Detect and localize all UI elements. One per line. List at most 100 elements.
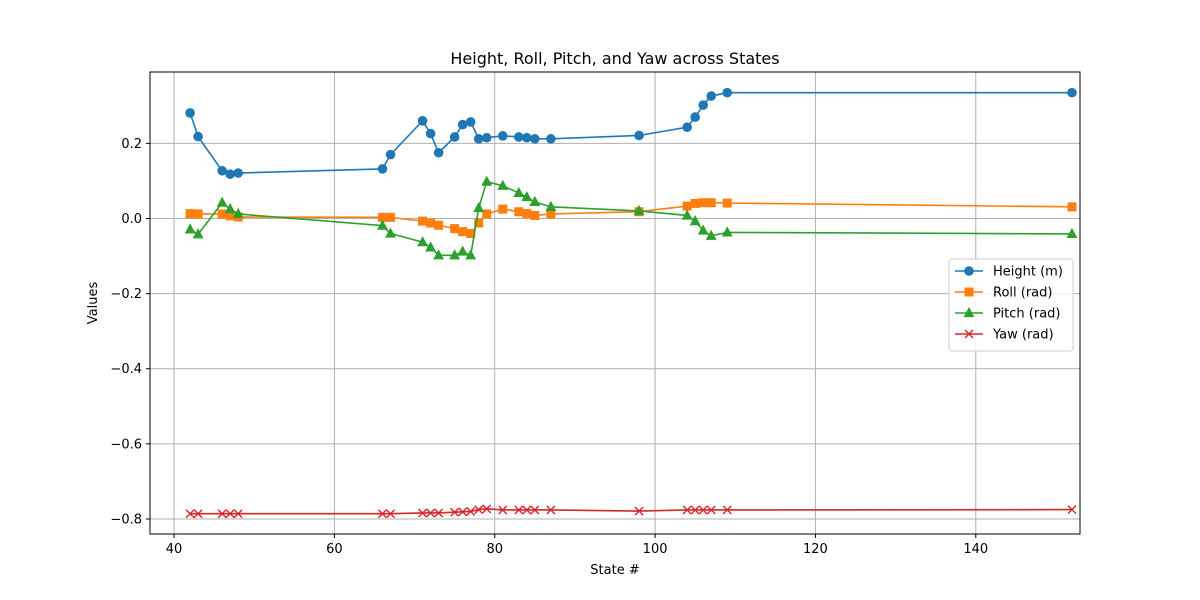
data-point: [434, 220, 444, 230]
data-point: [474, 505, 484, 515]
y-axis-label: Values: [86, 282, 101, 325]
legend-marker: [963, 306, 975, 318]
data-point: [546, 134, 556, 144]
data-point: [217, 165, 227, 176]
data-point: [545, 200, 557, 211]
x-tick-label: 140: [963, 542, 988, 557]
data-point: [474, 218, 484, 228]
data-point: [682, 201, 692, 211]
data-point: [385, 227, 396, 238]
data-point: [426, 218, 436, 228]
data-point: [497, 131, 508, 141]
series-group: [185, 87, 1077, 179]
grid-lines: [150, 72, 1080, 534]
data-point: [513, 186, 525, 198]
data-point: [378, 509, 387, 519]
data-point: [498, 505, 508, 515]
data-point: [481, 175, 493, 186]
data-point: [473, 134, 484, 144]
y-tick-label: 0.2: [121, 137, 142, 152]
series-group: [184, 175, 1078, 260]
plot-area-frame: [149, 71, 1081, 535]
x-tick-label: 80: [486, 542, 503, 557]
data-point: [184, 223, 196, 234]
data-point: [185, 509, 195, 519]
data-point: [546, 209, 556, 219]
data-point: [682, 505, 692, 515]
data-point: [225, 509, 235, 519]
data-point: [233, 509, 243, 519]
data-point: [634, 506, 644, 516]
legend-label: Pitch (rad): [993, 307, 1061, 322]
data-point: [457, 119, 468, 130]
data-point: [217, 509, 227, 519]
data-point: [458, 227, 468, 237]
data-point: [417, 116, 428, 126]
data-point: [633, 204, 645, 216]
data-point: [698, 100, 708, 110]
data-point: [426, 508, 436, 518]
data-point: [681, 209, 693, 220]
data-point: [216, 196, 228, 207]
y-tick-label: −0.8: [110, 512, 142, 527]
axis-ticks: 40 60 80 100 120 140 −0.8 −0.6 −0.4 −0.2 0.0 0.2: [110, 137, 988, 557]
data-point: [225, 169, 235, 179]
data-point: [434, 508, 444, 518]
data-point: [465, 249, 477, 260]
data-point: [722, 198, 732, 208]
legend-item: Pitch (rad): [955, 307, 1061, 322]
data-point: [522, 209, 532, 219]
data-point: [497, 179, 509, 190]
legend-label: Yaw (rad): [992, 328, 1054, 343]
data-point: [498, 204, 508, 214]
data-point: [193, 509, 203, 519]
series-group: [185, 504, 1077, 519]
data-point: [722, 87, 733, 98]
data-point: [193, 131, 203, 142]
data-point: [690, 505, 700, 515]
data-point: [682, 122, 692, 133]
data-point: [1067, 87, 1077, 98]
data-point: [522, 505, 532, 515]
data-point: [217, 209, 227, 219]
data-point: [466, 506, 476, 516]
data-point: [698, 505, 708, 515]
legend-box: [948, 258, 1074, 352]
legend-marker: [964, 266, 974, 276]
data-point: [530, 134, 540, 144]
data-point: [522, 132, 532, 143]
data-point: [185, 108, 195, 118]
data-point: [705, 229, 717, 240]
data-point: [722, 505, 732, 515]
data-point: [457, 245, 469, 256]
data-point: [233, 168, 243, 178]
x-tick-label: 40: [166, 542, 183, 557]
legend-marker: [964, 329, 974, 339]
legend-marker: [964, 287, 974, 297]
data-point: [1067, 202, 1077, 212]
data-point: [193, 209, 203, 219]
x-tick-label: 120: [803, 542, 828, 557]
data-point: [546, 505, 556, 515]
data-point: [449, 132, 460, 142]
data-point: [514, 207, 524, 217]
x-tick-label: 100: [643, 542, 668, 557]
data-point: [1067, 505, 1077, 515]
y-tick-label: −0.2: [110, 287, 142, 302]
chart-title: Height, Roll, Pitch, and Yaw across Stat…: [450, 49, 779, 68]
x-axis-label: State #: [590, 563, 639, 578]
data-point: [697, 224, 709, 235]
data-point: [482, 504, 492, 514]
data-point: [706, 505, 716, 515]
data-point: [473, 201, 485, 213]
data-point: [192, 228, 204, 239]
data-point: [385, 149, 396, 160]
data-point: [185, 209, 195, 219]
data-point: [224, 203, 236, 214]
data-point: [521, 191, 533, 202]
data-point: [698, 198, 708, 208]
data-point: [706, 91, 717, 101]
data-point: [690, 112, 700, 122]
legend: Height (m) Roll (rad) Pitch (rad) Yaw (rad): [948, 258, 1074, 352]
